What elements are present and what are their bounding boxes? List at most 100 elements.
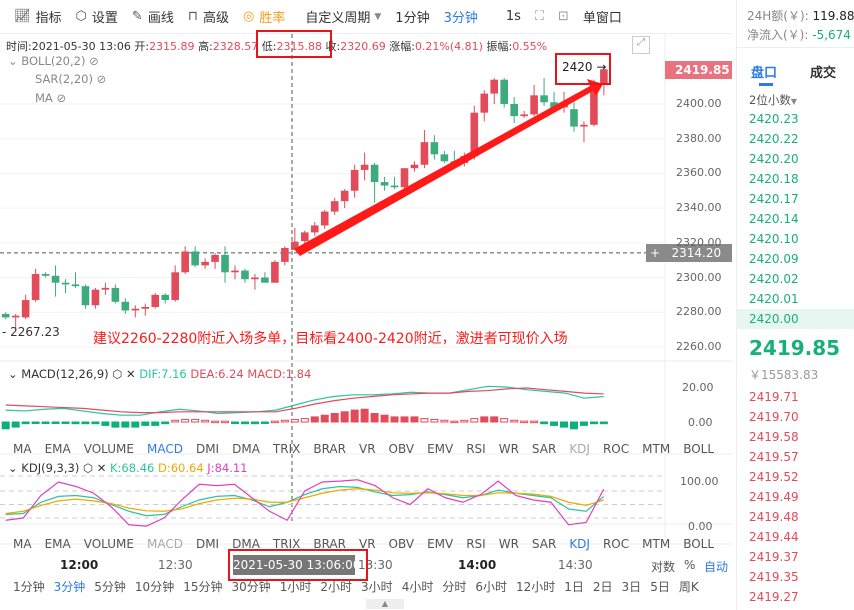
- bid-price[interactable]: 2419.48: [749, 510, 799, 524]
- ask-price[interactable]: 2420.01: [749, 292, 799, 306]
- indicator-tab-brar[interactable]: BRAR: [313, 537, 346, 551]
- percent-scale-toggle[interactable]: %: [684, 558, 696, 572]
- indicator-tab-boll[interactable]: BOLL: [683, 442, 715, 456]
- indicator-tab-dma[interactable]: DMA: [232, 442, 260, 456]
- period-option[interactable]: 1小时: [279, 580, 312, 594]
- indicator-tab-volume[interactable]: VOLUME: [83, 442, 134, 456]
- period-option[interactable]: 15分钟: [183, 580, 223, 594]
- period-option[interactable]: 3小时: [361, 580, 393, 594]
- indicator-tab-ma[interactable]: MA: [13, 442, 32, 456]
- bid-price[interactable]: 2419.57: [749, 450, 799, 464]
- period-option[interactable]: 30分钟: [231, 580, 271, 594]
- indicator-tab-boll[interactable]: BOLL: [683, 537, 715, 551]
- bid-price[interactable]: 2419.70: [749, 410, 799, 424]
- eye-off-icon[interactable]: ⊘: [56, 91, 67, 105]
- ask-price[interactable]: 2420.17: [749, 192, 799, 206]
- plus-icon[interactable]: +: [650, 246, 661, 260]
- bid-price[interactable]: 2419.58: [749, 430, 799, 444]
- indicator-tab-brar[interactable]: BRAR: [313, 442, 346, 456]
- settings-icon[interactable]: ⬡: [112, 367, 123, 381]
- overlay-boll[interactable]: ⌄ BOLL(20,2) ⊘: [8, 54, 99, 68]
- period-option[interactable]: 5分钟: [94, 580, 126, 594]
- interval-button[interactable]: 1s: [505, 9, 521, 24]
- indicator-tab-sar[interactable]: SAR: [531, 442, 557, 456]
- settings-icon[interactable]: ⬡: [82, 461, 94, 475]
- winrate-button[interactable]: ◎ 胜率: [243, 9, 286, 26]
- indicator-tab-sar[interactable]: SAR: [531, 537, 557, 551]
- ask-price[interactable]: 2420.18: [749, 172, 799, 186]
- bid-price[interactable]: 2419.71: [749, 390, 799, 404]
- indicator-tab-volume[interactable]: VOLUME: [83, 537, 134, 551]
- advanced-button[interactable]: ⊓ 高级: [187, 9, 229, 26]
- bid-price[interactable]: 2419.27: [749, 590, 799, 604]
- period-1m-button[interactable]: 1分钟: [395, 11, 430, 26]
- bid-price[interactable]: 2419.44: [749, 530, 799, 544]
- eye-off-icon[interactable]: ⊘: [89, 54, 99, 68]
- indicator-tab-macd[interactable]: MACD: [146, 537, 183, 551]
- indicator-tab-kdj[interactable]: KDJ: [569, 442, 590, 456]
- fullscreen-icon[interactable]: ⛶: [534, 9, 545, 24]
- new-window-icon[interactable]: ⊡: [558, 9, 569, 24]
- period-option[interactable]: 6小时: [475, 580, 507, 594]
- period-3m-button[interactable]: 3分钟: [443, 11, 478, 26]
- single-window-button[interactable]: 单窗口: [582, 11, 622, 26]
- period-option[interactable]: 3日: [621, 580, 642, 594]
- eye-off-icon[interactable]: ⊘: [96, 72, 107, 86]
- period-option[interactable]: 1日: [564, 580, 584, 594]
- indicators-button[interactable]: 📈︎ 指标: [14, 9, 62, 26]
- indicator-tab-obv[interactable]: OBV: [388, 537, 415, 551]
- indicator-tab-wr[interactable]: WR: [498, 537, 519, 551]
- period-option[interactable]: 3分钟: [53, 580, 86, 594]
- bid-price[interactable]: 2419.35: [749, 570, 799, 584]
- collapse-handle-icon[interactable]: ▲: [366, 599, 404, 609]
- period-option[interactable]: 分时: [442, 580, 467, 594]
- indicator-tab-trix[interactable]: TRIX: [272, 442, 301, 456]
- settings-button[interactable]: ⬡ 设置: [75, 9, 118, 26]
- indicator-tab-trix[interactable]: TRIX: [272, 537, 301, 551]
- draw-button[interactable]: ✎ 画线: [131, 9, 174, 26]
- period-option[interactable]: 周K: [678, 580, 699, 594]
- indicator-tab-macd[interactable]: MACD: [146, 442, 183, 456]
- indicator-tab-obv[interactable]: OBV: [388, 442, 415, 456]
- custom-period-dropdown[interactable]: 自定义周期 ▼: [305, 11, 382, 26]
- ask-price[interactable]: 2420.23: [749, 112, 799, 126]
- indicator-tab-vr[interactable]: VR: [358, 442, 376, 456]
- bid-price[interactable]: 2419.37: [749, 550, 799, 564]
- indicator-tab-dma[interactable]: DMA: [232, 537, 260, 551]
- indicator-tab-ema[interactable]: EMA: [44, 537, 71, 551]
- ask-price[interactable]: 2420.20: [749, 152, 799, 166]
- indicator-tab-wr[interactable]: WR: [498, 442, 519, 456]
- ask-price[interactable]: 2420.02: [749, 272, 799, 286]
- indicator-tab-kdj[interactable]: KDJ: [569, 537, 590, 551]
- ask-price[interactable]: 2420.09: [749, 252, 799, 266]
- close-icon[interactable]: ✕: [126, 367, 136, 381]
- indicator-tab-roc[interactable]: ROC: [602, 537, 630, 551]
- indicator-tab-mtm[interactable]: MTM: [642, 442, 671, 456]
- indicator-tab-ema[interactable]: EMA: [44, 442, 71, 456]
- close-icon[interactable]: ✕: [96, 461, 107, 475]
- bid-price[interactable]: 2419.49: [749, 490, 799, 504]
- period-option[interactable]: 1分钟: [13, 580, 45, 594]
- ask-price[interactable]: 2420.14: [749, 212, 799, 226]
- decimals-dropdown[interactable]: 2位小数▼: [749, 93, 797, 107]
- ask-price[interactable]: 2420.10: [749, 232, 799, 246]
- indicator-tab-rsi[interactable]: RSI: [466, 442, 486, 456]
- ask-price[interactable]: 2420.00: [737, 309, 854, 329]
- tab-trades[interactable]: 成交: [810, 66, 837, 81]
- auto-scale-toggle[interactable]: 自动: [704, 560, 729, 574]
- period-option[interactable]: 2小时: [320, 580, 353, 594]
- bid-price[interactable]: 2419.52: [749, 470, 799, 484]
- period-option[interactable]: 10分钟: [134, 580, 175, 594]
- overlay-sar[interactable]: SAR(2,20) ⊘: [35, 72, 107, 86]
- indicator-tab-rsi[interactable]: RSI: [466, 537, 486, 551]
- indicator-tab-vr[interactable]: VR: [358, 537, 376, 551]
- period-option[interactable]: 2日: [592, 580, 613, 594]
- chart-area[interactable]: 时间:2021-05-30 13:06 开:2315.89 高:2328.57 …: [0, 30, 732, 610]
- period-option[interactable]: 12小时: [515, 580, 556, 594]
- expand-icon[interactable]: ⤢: [632, 36, 650, 54]
- period-option[interactable]: 4小时: [401, 580, 434, 594]
- indicator-tab-emv[interactable]: EMV: [427, 537, 454, 551]
- indicator-tab-dmi[interactable]: DMI: [195, 442, 220, 456]
- indicator-tab-emv[interactable]: EMV: [427, 442, 454, 456]
- period-option[interactable]: 5日: [650, 580, 670, 594]
